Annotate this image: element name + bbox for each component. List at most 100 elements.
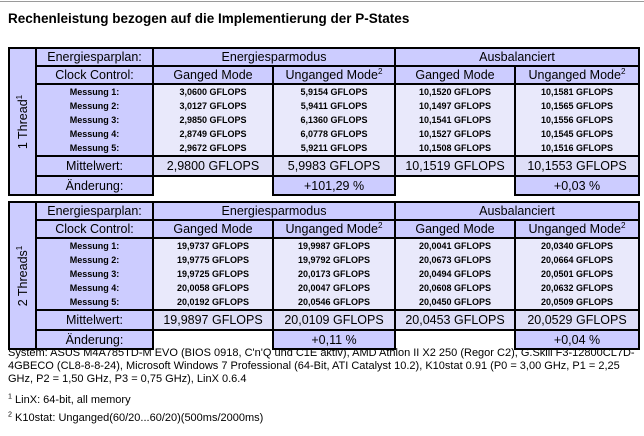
gflops-value: 5,9154 GFLOPS [272, 84, 396, 99]
performance-table-2-threads: 2 Threads1 Energiesparplan: Energiesparm… [8, 201, 640, 350]
gflops-value: 19,9792 GFLOPS [272, 253, 396, 267]
gflops-value: 10,1508 GFLOPS [394, 141, 516, 156]
gflops-value: 10,1516 GFLOPS [514, 141, 640, 156]
column-header-unganged-1: Unganged Mode2 [272, 219, 396, 239]
gflops-value: 10,1541 GFLOPS [394, 113, 516, 127]
column-header-ganged-1: Ganged Mode [152, 219, 274, 239]
gflops-value: 20,0501 GFLOPS [514, 267, 640, 281]
side-label-text: 1 Thread1 [14, 94, 30, 149]
measurement-row-1: Messung 1: 3,0600 GFLOPS 5,9154 GFLOPS 1… [9, 84, 640, 99]
footnote-2: 2 K10stat: Unganged(60/20...60/20)(500ms… [8, 410, 264, 424]
mittelwert-value: 5,9983 GFLOPS [272, 155, 396, 177]
gflops-value: 2,9672 GFLOPS [152, 141, 274, 156]
gflops-value: 10,1520 GFLOPS [394, 84, 516, 99]
plan-group-energiesparmodus: Energiesparmodus [152, 47, 396, 67]
column-header-ganged-2: Ganged Mode [394, 219, 516, 239]
gflops-value: 2,8749 GFLOPS [152, 127, 274, 141]
system-specs-text: System: ASUS M4A785TD-M EVO (BIOS 0918, … [8, 347, 635, 385]
aenderung-empty-cell [395, 330, 515, 349]
aenderung-label: Änderung: [35, 329, 154, 350]
gflops-value: 10,1556 GFLOPS [514, 113, 640, 127]
column-header-ganged-2: Ganged Mode [394, 65, 516, 85]
energy-plan-header-row: 2 Threads1 Energiesparplan: Energiesparm… [8, 201, 640, 350]
mittelwert-value: 2,9800 GFLOPS [152, 155, 274, 177]
mittelwert-row: Mittelwert: 2,9800 GFLOPS 5,9983 GFLOPS … [9, 155, 640, 177]
measurement-label: Messung 5: [35, 141, 154, 156]
plan-group-ausbalanciert: Ausbalanciert [394, 47, 640, 67]
gflops-value: 20,0047 GFLOPS [272, 281, 396, 295]
measurement-label: Messung 4: [35, 281, 154, 295]
aenderung-empty-cell [153, 330, 273, 349]
gflops-value: 10,1581 GFLOPS [514, 84, 640, 99]
footnote-ref: 2 [377, 66, 383, 76]
measurement-row-2: Messung 2: 19,9775 GFLOPS 19,9792 GFLOPS… [9, 253, 640, 267]
aenderung-empty-cell [153, 176, 273, 195]
gflops-value: 20,0608 GFLOPS [394, 281, 516, 295]
measurement-label: Messung 3: [35, 113, 154, 127]
mittelwert-label: Mittelwert: [35, 155, 154, 177]
footnote-1-marker: 1 [8, 392, 12, 401]
gflops-value: 10,1497 GFLOPS [394, 99, 516, 113]
aenderung-value: +0,03 % [514, 175, 640, 196]
performance-table-1-thread: 1 Thread1 Energiesparplan: Energiesparmo… [8, 47, 640, 196]
footnote-ref: 2 [377, 220, 383, 230]
column-header-unganged-2: Unganged Mode2 [514, 219, 640, 239]
page-title: Rechenleistung bezogen auf die Implement… [8, 11, 410, 26]
measurement-label: Messung 1: [35, 238, 154, 253]
footnote-1-text: LinX: 64-bit, all memory [15, 394, 131, 406]
gflops-value: 19,9725 GFLOPS [152, 267, 274, 281]
gflops-value: 10,1565 GFLOPS [514, 99, 640, 113]
gflops-value: 10,1527 GFLOPS [394, 127, 516, 141]
column-header-ganged-1: Ganged Mode [152, 65, 274, 85]
aenderung-value: +101,29 % [272, 175, 396, 196]
gflops-value: 5,9411 GFLOPS [272, 99, 396, 113]
plan-group-energiesparmodus: Energiesparmodus [152, 201, 396, 221]
gflops-value: 6,0778 GFLOPS [272, 127, 396, 141]
gflops-value: 20,0340 GFLOPS [514, 238, 640, 253]
footnote-2-text: K10stat: Unganged(60/20...60/20)(500ms/2… [15, 412, 264, 424]
footnote-ref: 1 [14, 94, 24, 99]
gflops-value: 2,9850 GFLOPS [152, 113, 274, 127]
plan-group-ausbalanciert: Ausbalanciert [394, 201, 640, 221]
footnote-ref: 1 [14, 245, 24, 250]
aenderung-empty-cell [395, 176, 515, 195]
measurement-label: Messung 3: [35, 267, 154, 281]
side-label-text: 2 Threads1 [14, 245, 30, 306]
gflops-value: 20,0058 GFLOPS [152, 281, 274, 295]
footnote-1: 1 LinX: 64-bit, all memory [8, 392, 131, 406]
gflops-value: 20,0494 GFLOPS [394, 267, 516, 281]
measurement-row-4: Messung 4: 2,8749 GFLOPS 6,0778 GFLOPS 1… [9, 127, 640, 141]
aenderung-row: Änderung: +101,29 % +0,03 % [9, 175, 640, 196]
measurement-label: Messung 1: [35, 84, 154, 99]
gflops-value: 20,0632 GFLOPS [514, 281, 640, 295]
clock-control-header-row: Clock Control: Ganged Mode Unganged Mode… [9, 219, 640, 239]
aenderung-row: Änderung: +0,11 % +0,04 % [9, 329, 640, 350]
measurement-label: Messung 2: [35, 253, 154, 267]
gflops-value: 10,1545 GFLOPS [514, 127, 640, 141]
footnote-ref: 2 [620, 66, 626, 76]
clock-control-label: Clock Control: [35, 65, 154, 85]
mittelwert-row: Mittelwert: 19,9897 GFLOPS 20,0109 GFLOP… [9, 309, 640, 331]
clock-control-header-row: Clock Control: Ganged Mode Unganged Mode… [9, 65, 640, 85]
mittelwert-value: 20,0529 GFLOPS [514, 309, 640, 331]
gflops-value: 20,0041 GFLOPS [394, 238, 516, 253]
energy-plan-header-row: 1 Thread1 Energiesparplan: Energiesparmo… [8, 47, 640, 196]
gflops-value: 20,0509 GFLOPS [514, 295, 640, 310]
gflops-value: 3,0127 GFLOPS [152, 99, 274, 113]
measurement-label: Messung 5: [35, 295, 154, 310]
column-header-unganged-2: Unganged Mode2 [514, 65, 640, 85]
clock-control-label: Clock Control: [35, 219, 154, 239]
mittelwert-value: 20,0453 GFLOPS [394, 309, 516, 331]
gflops-value: 3,0600 GFLOPS [152, 84, 274, 99]
gflops-value: 20,0192 GFLOPS [152, 295, 274, 310]
mittelwert-value: 10,1519 GFLOPS [394, 155, 516, 177]
measurement-row-3: Messung 3: 2,9850 GFLOPS 6,1360 GFLOPS 1… [9, 113, 640, 127]
mittelwert-value: 20,0109 GFLOPS [272, 309, 396, 331]
gflops-value: 19,9775 GFLOPS [152, 253, 274, 267]
aenderung-label: Änderung: [35, 175, 154, 196]
aenderung-value: +0,04 % [514, 329, 640, 350]
energiesparplan-label: Energiesparplan: [35, 201, 154, 221]
top-divider-line [0, 1, 644, 2]
footnote-2-marker: 2 [8, 410, 12, 419]
gflops-value: 20,0450 GFLOPS [394, 295, 516, 310]
